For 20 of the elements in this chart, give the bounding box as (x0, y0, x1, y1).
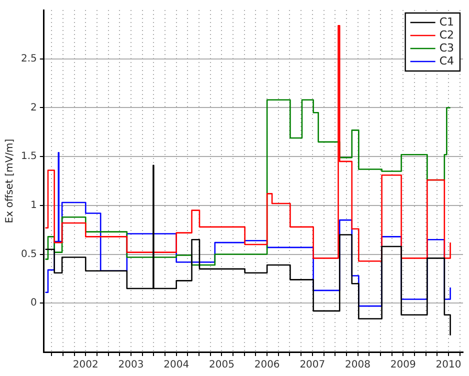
legend-label: C1 (439, 15, 454, 28)
y-tick-label: 0 (30, 298, 37, 309)
x-tick-label: 2006 (254, 360, 280, 371)
legend-label: C2 (439, 28, 454, 42)
y-tick-label: 2 (30, 102, 37, 114)
x-tick-label: 2005 (208, 360, 234, 371)
x-tick-label: 2004 (164, 360, 190, 371)
y-tick-label: 2.5 (20, 53, 37, 64)
x-tick-label: 2008 (345, 360, 370, 371)
x-tick-label: 2010 (436, 360, 462, 371)
y-tick-label: 1.5 (20, 151, 37, 162)
y-tick-label: 0.5 (20, 248, 37, 260)
x-tick-label: 2002 (72, 360, 98, 371)
x-tick-label: 2007 (300, 360, 326, 371)
legend-label: C4 (439, 54, 454, 68)
x-tick-label: 2003 (118, 360, 144, 371)
y-tick-label: 1 (30, 200, 37, 212)
x-tick-label: 2009 (390, 360, 416, 371)
legend-label: C3 (439, 41, 454, 54)
y-axis-title: Ex offset [mV/m] (4, 138, 16, 224)
